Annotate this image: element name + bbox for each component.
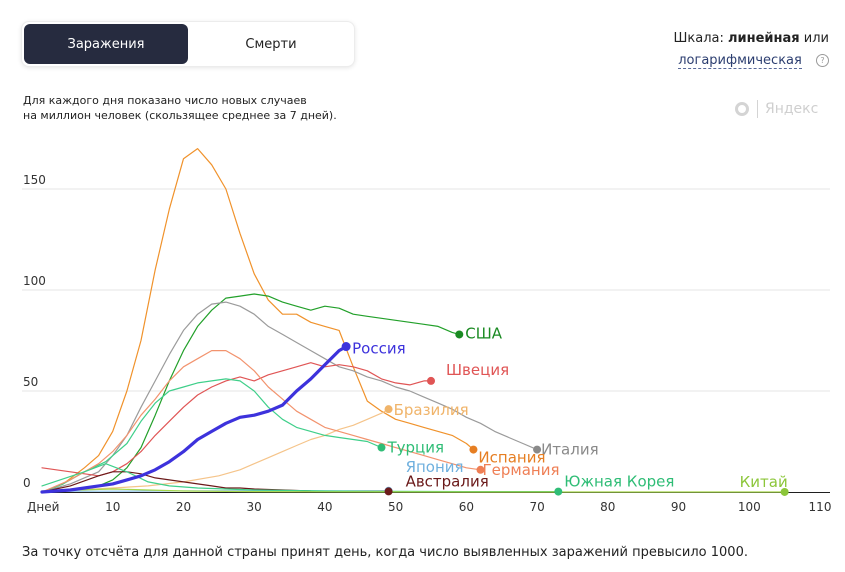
x-tick-label: 70 (529, 500, 544, 514)
series-label: Южная Корея (564, 473, 674, 491)
label-layer: США Россия Швеция Бразилия Италия ТурцияЯпони… (352, 324, 788, 491)
series-label: Германия (483, 461, 560, 479)
x-tick-label: 110 (809, 500, 832, 514)
series-label: Италия (541, 441, 599, 459)
series-line (41, 293, 460, 493)
series-label: Россия (352, 340, 406, 358)
x-tick-label: 60 (459, 500, 474, 514)
scale-or: или (803, 31, 829, 46)
logo-divider (757, 100, 758, 118)
y-tick-label: 100 (23, 274, 46, 288)
series-label: Швеция (446, 361, 509, 379)
series-label: Турция (386, 439, 444, 457)
x-tick-label: 20 (176, 500, 191, 514)
tab-deaths[interactable]: Смерти (245, 36, 297, 52)
series-end-marker (476, 465, 485, 474)
series-end-marker (384, 487, 393, 496)
x-tick-label: 80 (600, 500, 615, 514)
subtitle-line-1: Для каждого дня показано число новых слу… (23, 94, 307, 107)
series-line (40, 345, 348, 494)
scale-linear-option: линейная (728, 31, 800, 46)
series-end-marker (554, 487, 563, 496)
x-tick-label: 40 (317, 500, 332, 514)
x-tick-label: 50 (388, 500, 403, 514)
series-line (41, 148, 474, 493)
series-label: Испания (478, 449, 545, 467)
series-label: Австралия (406, 472, 489, 490)
series-line (41, 362, 432, 477)
y-tick-label: 0 (23, 476, 31, 490)
yandex-logo-icon (735, 102, 749, 116)
series-end-marker (455, 330, 464, 339)
series-end-marker (427, 376, 435, 385)
series-end-marker (533, 445, 542, 454)
series-label: Бразилия (394, 401, 469, 419)
metric-tabs: Заражения Смерти (21, 21, 355, 67)
brand-name: Яндекс (765, 101, 819, 117)
scale-log-link[interactable]: логарифмическая (678, 53, 802, 69)
x-tick-label: 90 (671, 500, 686, 514)
yandex-logo: Яндекс (735, 100, 818, 118)
scale-prefix: Шкала: (673, 31, 724, 46)
series-layer (40, 148, 786, 494)
series-line (41, 488, 786, 493)
series-end-marker (341, 342, 351, 352)
x-tick-label: 10 (105, 500, 120, 514)
x-tick-label: 30 (247, 500, 262, 514)
series-line (41, 378, 383, 493)
series-label: Япония (406, 458, 464, 476)
series-end-marker (377, 443, 386, 452)
y-tick-label: 50 (23, 375, 38, 389)
series-end-marker (469, 445, 478, 454)
help-icon[interactable]: ? (816, 54, 829, 67)
marker-layer (341, 330, 789, 496)
series-line (41, 408, 390, 493)
series-line (41, 301, 538, 493)
series-end-marker (780, 487, 789, 496)
x-tick-label: Дней (27, 500, 59, 514)
tab-infections[interactable]: Заражения (24, 24, 188, 64)
series-end-marker (384, 405, 393, 414)
footnote: За точку отсчёта для данной страны приня… (22, 545, 748, 560)
series-label: США (465, 324, 503, 342)
subtitle-line-2: на миллион человек (скользящее среднее з… (23, 109, 337, 122)
series-label: Китай (740, 473, 788, 491)
tick-layer: 0 50 100 150 Дней 10 20 30 40 50 60 70 80 90 100 110 (23, 173, 831, 514)
series-line (41, 350, 482, 493)
chart-subtitle: Для каждого дня показано число новых слу… (23, 93, 353, 123)
x-tick-label: 100 (738, 500, 761, 514)
y-tick-label: 150 (23, 173, 46, 187)
scale-switcher: Шкала: линейная или логарифмическая ? (673, 28, 829, 72)
